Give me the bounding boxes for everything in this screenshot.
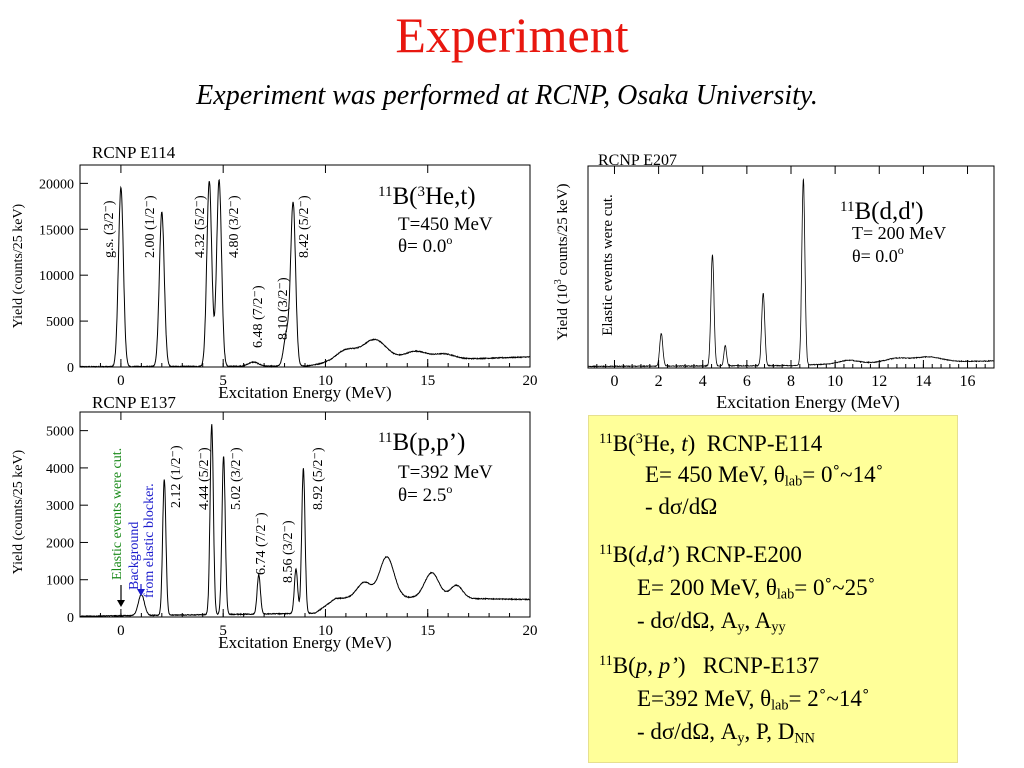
peak-label: 4.80 (3/2⁻): [227, 195, 242, 258]
plot-frame: [587, 165, 995, 369]
chart-title: RCNP E137: [92, 393, 176, 412]
axis-ticks: 0 5 10 15 20 0 1000 2000 3000 4000 5000: [46, 412, 538, 639]
x-tick-label: 6: [743, 373, 751, 390]
elastic-cut-note: Elastic events were cut.: [600, 194, 616, 336]
y-tick-label: 4000: [46, 462, 74, 477]
peak-label: 2.00 (1/2⁻): [143, 195, 158, 258]
x-tick-label: 15: [420, 373, 435, 389]
annotation-arrows: [117, 584, 145, 607]
peak-label: 6.74 (7/2⁻): [254, 512, 269, 575]
e200-conditions: E= 200 MeV, θlab= 0˚~25˚: [637, 575, 876, 603]
chart-title: RCNP E114: [92, 143, 176, 162]
e200-observables: - dσ/dΩ, Ay, Ayy: [637, 608, 786, 636]
y-tick-label: 0: [67, 361, 74, 376]
scattering-angle: θ= 2.5o: [398, 482, 452, 506]
x-tick-label: 5: [219, 623, 227, 639]
scattering-angle: θ= 0.0o: [398, 233, 452, 257]
x-tick-label: 5: [219, 373, 227, 389]
x-tick-label: 10: [318, 373, 333, 389]
chart-e137: RCNP E137 0 5 10 15 20010002000300040005000 …: [11, 393, 538, 652]
peak-label: 4.44 (5/2⁻): [197, 447, 212, 510]
peak-label: 4.32 (5/2⁻): [193, 195, 208, 258]
experiment-summary-box: 11B(3He, t) RCNP-E114 E= 450 MeV, θlab= …: [588, 415, 958, 763]
y-tick-label: 10000: [39, 269, 74, 284]
slide-title: Experiment: [395, 7, 629, 63]
x-tick-label: 10: [318, 623, 333, 639]
x-tick-label: 14: [915, 373, 931, 390]
scattering-angle: θ= 0.0o: [852, 243, 904, 266]
x-tick-label: 10: [827, 373, 843, 390]
x-tick-label: 16: [960, 373, 976, 390]
x-tick-label: 12: [871, 373, 887, 390]
y-tick-label: 5000: [46, 425, 74, 440]
peak-labels: 2.12 (1/2⁻) 4.44 (5/2⁻) 5.02 (3/2⁻) 6.74…: [169, 445, 326, 583]
e114-header: 11B(3He, t) RCNP-E114: [599, 431, 823, 456]
x-tick-label: 0: [117, 623, 125, 639]
x-tick-label: 4: [699, 373, 707, 390]
slide-subtitle: Experiment was performed at RCNP, Osaka …: [196, 80, 818, 111]
background-annotation-line1: Background: [127, 522, 142, 590]
peak-label: 8.92 (5/2⁻): [311, 447, 326, 510]
peak-label: 8.42 (5/2⁻): [297, 195, 312, 258]
x-axis-label: Excitation Energy (MeV): [218, 633, 391, 652]
y-tick-label: 15000: [39, 223, 74, 238]
background-arrowhead: [137, 589, 145, 596]
spectrum-line: [587, 177, 995, 368]
peak-label: 5.02 (3/2⁻): [229, 447, 244, 510]
y-tick-label: 2000: [46, 536, 74, 551]
reaction-label: 11B(d,d'): [840, 198, 924, 225]
y-tick-label: 3000: [46, 499, 74, 514]
beam-energy: T=392 MeV: [398, 462, 493, 483]
y-tick-label: 20000: [39, 177, 74, 192]
y-axis-label: Yield (103 counts/25 keV): [553, 183, 571, 340]
x-tick-label: 0: [117, 373, 125, 389]
y-tick-label: 0: [67, 611, 74, 626]
y-tick-label: 1000: [46, 574, 74, 589]
x-tick-label: 15: [420, 623, 435, 639]
x-tick-label: 0: [610, 373, 618, 390]
axis-ticks: 0 5 10 15 20 0 5000 10000 15000 20000: [39, 165, 538, 389]
reaction-label: 11B(p,p’): [378, 429, 465, 456]
peak-label: 8.56 (3/2⁻): [281, 520, 296, 583]
chart-title: RCNP E207: [598, 152, 677, 169]
chart-e207: RCNP E207 0 2 4 6 8 10 12 14 16 Excitation Energ…: [553, 152, 995, 413]
x-tick-label: 8: [787, 373, 795, 390]
x-tick-label: 20: [523, 373, 538, 389]
e114-conditions: E= 450 MeV, θlab= 0˚~14˚: [645, 462, 884, 490]
spectrum-line: [79, 178, 530, 368]
peak-label: g.s. (3/2⁻): [102, 200, 117, 258]
e137-observables: - dσ/dΩ, Ay, P, DNN: [637, 719, 815, 747]
beam-energy: T= 200 MeV: [852, 223, 946, 243]
spectrum-line: [79, 424, 531, 618]
beam-energy: T=450 MeV: [398, 214, 493, 235]
e137-conditions: E=392 MeV, θlab= 2˚~14˚: [637, 686, 870, 714]
y-axis-label: Yield (counts/25 keV): [11, 449, 26, 574]
x-tick-label: 2: [655, 373, 663, 390]
e200-header: 11B(d,d’) RCNP-E200: [599, 542, 802, 567]
peak-labels: g.s. (3/2⁻) 2.00 (1/2⁻) 4.32 (5/2⁻) 4.80…: [102, 195, 312, 348]
background-annotation-line2: from elastic blocker.: [142, 483, 157, 598]
chart-e114: RCNP E114 0 5 10 15 20 0 5000 10000 15000 20000 E…: [11, 143, 538, 402]
peak-label: 2.12 (1/2⁻): [169, 445, 184, 508]
y-axis-label: Yield (counts/25 keV): [11, 203, 26, 328]
y-tick-label: 5000: [46, 315, 74, 330]
x-axis-label: Excitation Energy (MeV): [218, 383, 391, 402]
x-tick-label: 20: [523, 623, 538, 639]
reaction-label: 11B(3He,t): [378, 183, 476, 210]
elastic-arrowhead: [117, 600, 125, 607]
e114-observables: - dσ/dΩ: [645, 494, 718, 519]
e137-header: 11B(p, p’) RCNP-E137: [599, 653, 820, 678]
peak-label: 8.10 (3/2⁻): [276, 277, 291, 340]
x-axis-label: Excitation Energy (MeV): [716, 392, 900, 413]
elastic-cut-annotation: Elastic events were cut.: [110, 448, 125, 580]
peak-label: 6.48 (7/2⁻): [251, 285, 266, 348]
